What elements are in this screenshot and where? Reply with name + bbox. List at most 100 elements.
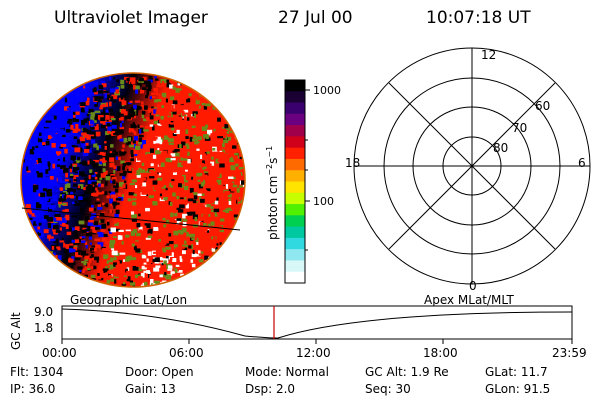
disk-pixel [148,76,153,80]
disk-pixel [99,158,106,163]
disk-pixel [121,149,125,154]
disk-pixel [80,250,86,256]
disk-pixel [130,230,135,236]
disk-pixel [171,209,177,214]
disk-pixel [158,223,162,228]
disk-pixel [127,255,132,260]
disk-pixel [156,104,162,108]
disk-pixel [92,173,96,177]
disk-noise [22,73,245,287]
disk-pixel [192,192,198,196]
disk-pixel [184,240,187,244]
disk-pixel [117,192,122,197]
disk-pixel [50,238,56,242]
disk-pixel [25,181,30,185]
disk-pixel [231,156,234,162]
disk-pixel [149,282,153,286]
disk-pixel [152,88,157,91]
disk-pixel [133,85,136,90]
disk-pixel [215,167,220,173]
disk-pixel [159,105,164,108]
disk-pixel [194,205,199,211]
disk-pixel [48,115,54,120]
disk-pixel [147,235,153,239]
disk-pixel [214,214,221,217]
disk-pixel [84,255,90,260]
disk-pixel [25,204,31,208]
disk-pixel [183,158,188,161]
disk-pixel [38,210,43,214]
disk-pixel [160,162,165,167]
disk-pixel [136,105,141,110]
disk-pixel [212,148,216,151]
disk-pixel [161,108,167,112]
disk-pixel [191,244,194,250]
disk-pixel [51,246,55,250]
disk-pixel [213,246,218,251]
disk-pixel [152,198,155,202]
disk-pixel [187,117,190,121]
disk-pixel [198,166,202,170]
disk-pixel [32,181,37,185]
disk-pixel [220,219,224,225]
disk-pixel [211,156,214,160]
disk-pixel [204,255,209,260]
disk-pixel [143,143,149,146]
disk-pixel [91,204,94,210]
disk-pixel [119,138,126,142]
disk-pixel [197,172,201,177]
disk-pixel [106,94,111,99]
disk-pixel [40,192,46,198]
disk-pixel [83,118,88,123]
disk-pixel [193,113,196,118]
disk-pixel [73,90,76,94]
disk-pixel [68,180,71,183]
disk-pixel [97,203,101,207]
disk-pixel [111,131,115,133]
disk-pixel [80,207,83,213]
disk-pixel [104,279,111,284]
disk-pixel [39,146,45,151]
disk-pixel [158,239,161,242]
disk-pixel [206,230,210,233]
disk-pixel [162,111,166,116]
disk-pixel [23,159,26,163]
disk-pixel [50,178,54,183]
disk-pixel [82,127,87,133]
disk-pixel [95,276,102,280]
disk-pixel [233,196,239,199]
disk-pixel [57,248,61,251]
disk-pixel [113,203,116,209]
disk-pixel [188,264,192,268]
disk-pixel [79,136,86,142]
disk-pixel [47,135,53,140]
disk-pixel [184,95,188,100]
disk-pixel [139,210,145,215]
disk-pixel [85,232,91,236]
polar-grid [353,47,591,285]
disk-pixel [169,112,172,117]
disk-pixel [95,202,101,205]
disk-pixel [153,267,160,272]
disk-pixel [183,116,187,120]
disk-pixel [181,141,186,146]
disk-pixel [182,246,185,249]
disk-pixel [214,139,220,142]
disk-pixel [94,176,98,180]
disk-pixel [180,177,183,181]
disk-pixel [139,127,144,132]
disk-pixel [109,162,115,168]
disk-pixel [232,175,236,180]
disk-pixel [96,198,100,201]
disk-pixel [172,192,176,197]
disk-pixel [179,204,185,209]
disk-pixel [129,111,136,116]
disk-pixel [123,259,126,262]
disk-pixel [222,143,225,148]
disk-pixel [99,96,104,100]
disk-pixel [153,120,159,125]
disk-pixel [42,188,48,192]
color-bar [284,79,310,284]
disk-pixel [63,157,66,162]
disk-pixel [37,172,43,178]
